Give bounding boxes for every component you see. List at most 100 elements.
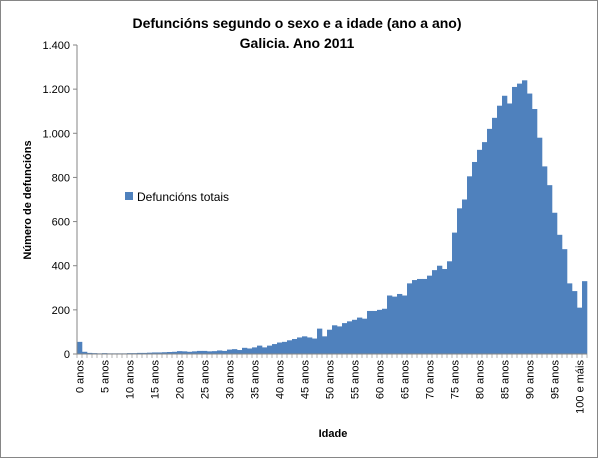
x-tick-label: 15 anos <box>150 360 162 400</box>
bar-series <box>77 80 588 355</box>
chart-subtitle: Galicia. Ano 2011 <box>240 35 355 51</box>
bar <box>472 161 478 354</box>
bar <box>567 283 573 354</box>
bar <box>392 296 398 354</box>
x-tick-label: 5 anos <box>100 360 112 394</box>
bar <box>277 342 283 354</box>
bar <box>262 347 268 354</box>
bar <box>87 352 93 354</box>
bar <box>582 281 588 354</box>
bar <box>337 326 343 354</box>
bar <box>197 350 203 354</box>
bar <box>332 325 338 354</box>
bar <box>402 295 408 354</box>
bar <box>302 336 308 354</box>
x-tick-label: 50 anos <box>325 360 337 400</box>
bar <box>317 328 323 354</box>
bar <box>577 307 583 354</box>
bar <box>462 199 468 354</box>
bar <box>477 149 483 354</box>
bar <box>167 352 173 354</box>
x-tick-label: 55 anos <box>350 360 362 400</box>
bar <box>137 352 143 354</box>
x-tick-label: 25 anos <box>200 360 212 400</box>
x-tick-label: 70 anos <box>425 360 437 400</box>
bar <box>382 308 388 354</box>
bar <box>187 351 193 354</box>
bar <box>237 350 243 354</box>
bar <box>432 270 438 354</box>
bar <box>372 310 378 354</box>
y-axis-ticks: 0 200 400 600 800 1.000 1.200 1.400 <box>42 40 77 361</box>
bar <box>257 345 263 354</box>
bar <box>282 341 288 354</box>
bar <box>227 349 233 354</box>
y-tick-label: 400 <box>52 261 70 273</box>
bar <box>207 351 213 354</box>
bar <box>502 95 508 354</box>
bar <box>422 278 428 354</box>
bar <box>327 329 333 354</box>
bar <box>447 261 453 354</box>
bar <box>242 347 248 354</box>
bar <box>362 318 368 354</box>
y-tick-label: 1.000 <box>42 128 70 140</box>
x-tick-label: 10 anos <box>125 360 137 400</box>
bar <box>82 351 88 354</box>
bar <box>232 349 238 354</box>
bar <box>77 341 83 354</box>
bar <box>292 338 298 354</box>
bar <box>492 117 498 354</box>
x-tick-label: 100 e máis <box>575 360 587 414</box>
bar <box>547 185 553 354</box>
bar <box>177 351 183 354</box>
bar <box>497 105 503 354</box>
y-axis-title: Número de defuncións <box>22 140 34 259</box>
x-tick-label: 90 anos <box>525 360 537 400</box>
y-tick-label: 600 <box>52 217 70 229</box>
bar <box>357 317 363 354</box>
x-tick-label: 45 anos <box>300 360 312 400</box>
y-tick-label: 200 <box>52 305 70 317</box>
bar <box>367 310 373 354</box>
bar <box>437 265 443 354</box>
bar <box>272 344 278 354</box>
bar <box>147 352 153 354</box>
bar <box>452 232 458 354</box>
bar <box>527 93 533 355</box>
bar <box>342 323 348 354</box>
bar <box>377 309 383 354</box>
bar <box>322 336 328 354</box>
bar <box>537 137 543 354</box>
bar <box>162 352 168 354</box>
x-tick-label: 80 anos <box>475 360 487 400</box>
y-tick-label: 1.400 <box>42 40 70 52</box>
y-tick-label: 1.200 <box>42 84 70 96</box>
bar <box>347 321 353 354</box>
bar <box>212 351 218 354</box>
legend-label: Defuncións totais <box>137 190 229 204</box>
x-tick-label: 0 anos <box>75 360 87 394</box>
bar <box>252 347 258 354</box>
bar <box>202 350 208 354</box>
x-tick-label: 40 anos <box>275 360 287 400</box>
x-tick-label: 65 anos <box>400 360 412 400</box>
bar <box>572 291 578 354</box>
bar <box>417 278 423 354</box>
bar <box>517 83 523 354</box>
bar <box>182 351 188 354</box>
bar <box>532 109 538 354</box>
bar <box>387 295 393 354</box>
bar <box>142 352 148 354</box>
bar <box>222 350 228 354</box>
x-axis-ticks: 0 anos 5 anos 10 anos 15 anos 20 anos 25 anos… <box>75 354 588 414</box>
x-tick-label: 30 anos <box>225 360 237 400</box>
bar <box>297 337 303 354</box>
bar <box>557 234 563 354</box>
x-tick-label: 95 anos <box>550 360 562 400</box>
bar <box>442 269 448 354</box>
x-tick-label: 85 anos <box>500 360 512 400</box>
x-tick-label: 75 anos <box>450 360 462 400</box>
